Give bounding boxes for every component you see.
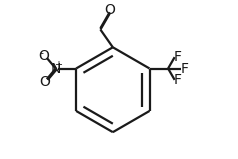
Text: -: - bbox=[39, 48, 43, 58]
Text: F: F bbox=[174, 50, 182, 64]
Text: O: O bbox=[40, 75, 50, 89]
Text: +: + bbox=[54, 60, 62, 70]
Text: O: O bbox=[39, 49, 50, 63]
Text: F: F bbox=[174, 73, 182, 87]
Text: N: N bbox=[50, 62, 61, 76]
Text: F: F bbox=[181, 62, 188, 76]
Text: O: O bbox=[104, 3, 115, 17]
